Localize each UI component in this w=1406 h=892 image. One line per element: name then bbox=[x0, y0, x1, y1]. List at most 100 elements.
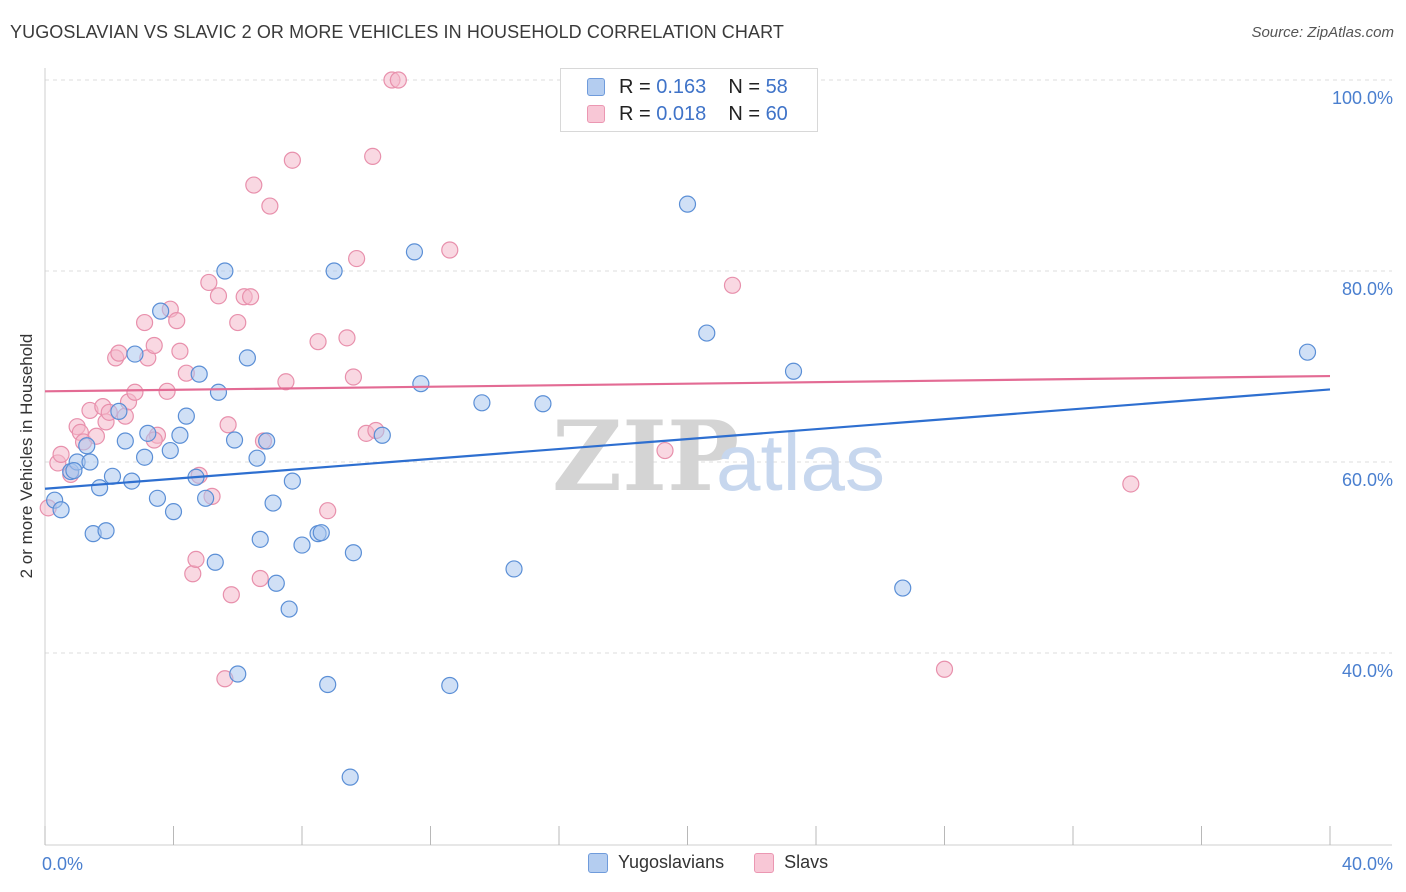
legend-swatch-pink bbox=[587, 105, 605, 123]
data-point-yugoslavians bbox=[126, 345, 144, 363]
data-point-slavs bbox=[348, 249, 366, 268]
bottom-legend-slavs: Slavs bbox=[754, 852, 828, 873]
data-point-slavs bbox=[222, 586, 240, 604]
data-point-yugoslavians bbox=[110, 402, 128, 420]
bottom-legend-swatch-pink bbox=[754, 852, 775, 873]
data-point-yugoslavians bbox=[248, 449, 266, 467]
data-point-yugoslavians bbox=[139, 424, 157, 442]
data-point-yugoslavians bbox=[65, 461, 83, 480]
data-point-slavs bbox=[245, 176, 263, 194]
legend-n-label: N = bbox=[728, 75, 760, 98]
trend-lines bbox=[44, 374, 1331, 490]
tick-labels: 40.0% 60.0% 80.0% 100.0% 0.0% 40.0% bbox=[42, 88, 1393, 874]
data-point-yugoslavians bbox=[258, 432, 276, 450]
data-point-yugoslavians bbox=[319, 675, 337, 694]
data-point-yugoslavians bbox=[784, 362, 803, 380]
data-point-yugoslavians bbox=[698, 324, 716, 342]
data-point-yugoslavians bbox=[152, 302, 170, 320]
legend-r-value: 0.018 bbox=[656, 102, 707, 125]
data-point-yugoslavians bbox=[678, 195, 697, 213]
data-point-yugoslavians bbox=[1298, 343, 1317, 361]
data-point-yugoslavians bbox=[373, 426, 391, 444]
data-point-yugoslavians bbox=[405, 243, 424, 261]
data-point-yugoslavians bbox=[229, 665, 247, 683]
data-point-yugoslavians bbox=[52, 501, 70, 519]
data-point-slavs bbox=[200, 273, 218, 292]
series-yugoslavians-points bbox=[46, 195, 1317, 786]
data-point-yugoslavians bbox=[161, 441, 179, 460]
bottom-legend-label: Slavs bbox=[784, 852, 829, 872]
axes bbox=[44, 68, 1392, 846]
data-point-yugoslavians bbox=[238, 349, 256, 367]
legend-r-label: R = bbox=[619, 102, 651, 125]
data-point-yugoslavians bbox=[441, 676, 459, 695]
x-tick-label: 40.0% bbox=[1342, 854, 1393, 874]
data-point-yugoslavians bbox=[116, 432, 134, 450]
data-point-yugoslavians bbox=[97, 522, 115, 540]
bottom-legend-swatch-blue bbox=[588, 852, 608, 873]
legend-row-slavs: R = 0.018 N = 60 bbox=[587, 102, 788, 126]
y-tick-label: 80.0% bbox=[1342, 279, 1393, 299]
data-point-yugoslavians bbox=[91, 479, 109, 497]
y-tick-label: 60.0% bbox=[1342, 470, 1393, 490]
data-point-yugoslavians bbox=[312, 524, 330, 542]
data-point-yugoslavians bbox=[206, 553, 224, 571]
data-point-yugoslavians bbox=[81, 453, 99, 471]
data-point-yugoslavians bbox=[325, 262, 343, 280]
x-tick-label: 0.0% bbox=[42, 854, 83, 874]
bottom-legend-yugoslavians: Yugoslavians bbox=[588, 852, 724, 873]
data-point-yugoslavians bbox=[894, 579, 912, 597]
data-point-slavs bbox=[261, 197, 279, 215]
data-point-yugoslavians bbox=[197, 489, 215, 507]
data-point-slavs bbox=[283, 151, 301, 169]
watermark-atlas: atlas bbox=[716, 418, 885, 507]
data-point-yugoslavians bbox=[177, 407, 195, 425]
data-point-slavs bbox=[1122, 475, 1140, 493]
data-point-yugoslavians bbox=[412, 375, 430, 393]
data-point-slavs bbox=[145, 336, 163, 355]
data-point-slavs bbox=[935, 660, 954, 678]
data-point-slavs bbox=[110, 344, 128, 362]
trend-line-slavs bbox=[44, 374, 1331, 393]
y-tick-label: 100.0% bbox=[1332, 88, 1393, 108]
data-point-yugoslavians bbox=[216, 262, 234, 280]
data-point-yugoslavians bbox=[171, 426, 189, 444]
watermark-zip: ZIP bbox=[552, 400, 739, 513]
data-point-slavs bbox=[126, 383, 144, 401]
y-tick-label: 40.0% bbox=[1342, 661, 1393, 681]
data-point-slavs bbox=[309, 333, 327, 351]
data-point-slavs bbox=[251, 569, 269, 588]
data-point-slavs bbox=[389, 71, 407, 89]
data-point-slavs bbox=[364, 147, 382, 165]
data-point-yugoslavians bbox=[280, 600, 298, 618]
data-point-slavs bbox=[338, 329, 356, 347]
data-point-yugoslavians bbox=[135, 448, 154, 466]
data-point-yugoslavians bbox=[341, 768, 359, 786]
legend: R = 0.163 N = 58 R = 0.018 N = 60 bbox=[560, 68, 818, 132]
data-point-yugoslavians bbox=[251, 530, 269, 548]
legend-swatch-blue bbox=[587, 78, 605, 96]
data-point-yugoslavians bbox=[148, 489, 167, 507]
bottom-legend: Yugoslavians Slavs bbox=[588, 852, 858, 873]
data-point-slavs bbox=[319, 502, 337, 520]
legend-n-value: 58 bbox=[765, 75, 788, 98]
data-point-slavs bbox=[171, 342, 189, 360]
data-point-slavs bbox=[168, 312, 186, 330]
data-point-slavs bbox=[184, 565, 202, 583]
data-point-slavs bbox=[219, 416, 237, 434]
data-point-slavs bbox=[723, 276, 742, 294]
data-point-yugoslavians bbox=[225, 431, 244, 449]
gridlines bbox=[45, 79, 1392, 654]
data-point-slavs bbox=[441, 241, 459, 259]
data-point-slavs bbox=[209, 287, 228, 305]
bottom-legend-label: Yugoslavians bbox=[618, 852, 725, 872]
data-point-yugoslavians bbox=[505, 560, 523, 578]
data-point-yugoslavians bbox=[473, 394, 491, 412]
data-point-slavs bbox=[277, 373, 295, 391]
data-point-slavs bbox=[229, 313, 247, 332]
source-label: Source: ZipAtlas.com bbox=[1251, 24, 1394, 41]
legend-r-value: 0.163 bbox=[656, 75, 707, 98]
watermark: ZIP atlas bbox=[552, 400, 885, 513]
trend-line-yugoslavians bbox=[44, 388, 1331, 490]
